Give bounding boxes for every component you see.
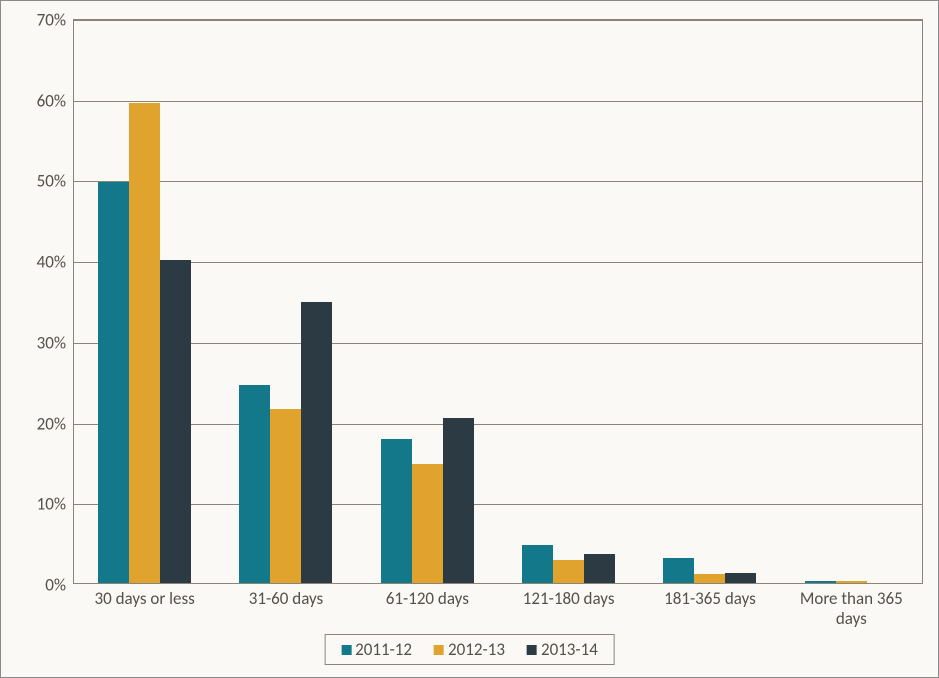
bars-row: 30 days or less31-60 days61-120 days121-… — [74, 20, 922, 583]
legend-item: 2011-12 — [341, 639, 412, 660]
bar — [443, 418, 474, 583]
chart-container: 0%10%20%30%40%50%60%70%30 days or less31… — [0, 0, 939, 678]
bar — [553, 560, 584, 583]
x-tick-label: 181-365 days — [639, 583, 781, 609]
bar — [522, 545, 553, 583]
bar — [239, 385, 270, 583]
y-tick-label: 70% — [37, 10, 74, 31]
y-tick-label: 20% — [37, 413, 74, 434]
bar — [694, 574, 725, 583]
y-tick-label: 0% — [45, 575, 74, 596]
bar-group: More than 365days — [781, 20, 922, 583]
legend-swatch — [341, 645, 351, 655]
x-tick-label: More than 365days — [780, 583, 922, 628]
y-tick-label: 60% — [37, 90, 74, 111]
x-tick-label: 30 days or less — [74, 583, 216, 609]
bar-group: 30 days or less — [74, 20, 215, 583]
plot-area: 0%10%20%30%40%50%60%70%30 days or less31… — [73, 19, 923, 584]
bar — [98, 182, 129, 583]
y-tick-label: 10% — [37, 494, 74, 515]
bar — [725, 573, 756, 583]
x-tick-label: 61-120 days — [356, 583, 498, 609]
y-tick-label: 30% — [37, 332, 74, 353]
legend-label: 2013-14 — [541, 639, 598, 660]
legend-label: 2011-12 — [355, 639, 412, 660]
legend-label: 2012-13 — [448, 639, 505, 660]
bar — [412, 464, 443, 583]
x-tick-label: 121-180 days — [498, 583, 640, 609]
legend-swatch — [527, 645, 537, 655]
bar-group: 31-60 days — [215, 20, 356, 583]
bar — [381, 439, 412, 583]
y-tick-label: 40% — [37, 252, 74, 273]
legend-item: 2013-14 — [527, 639, 598, 660]
bar — [663, 558, 694, 583]
bar — [301, 302, 332, 583]
bar — [270, 409, 301, 583]
bar — [160, 260, 191, 583]
bar — [129, 103, 160, 583]
legend-swatch — [434, 645, 444, 655]
x-tick-label: 31-60 days — [215, 583, 357, 609]
y-tick-label: 50% — [37, 171, 74, 192]
bar-group: 61-120 days — [357, 20, 498, 583]
legend: 2011-12 2012-13 2013-14 — [324, 634, 615, 665]
legend-item: 2012-13 — [434, 639, 505, 660]
bar-group: 181-365 days — [639, 20, 780, 583]
bar — [584, 554, 615, 583]
bar-group: 121-180 days — [498, 20, 639, 583]
